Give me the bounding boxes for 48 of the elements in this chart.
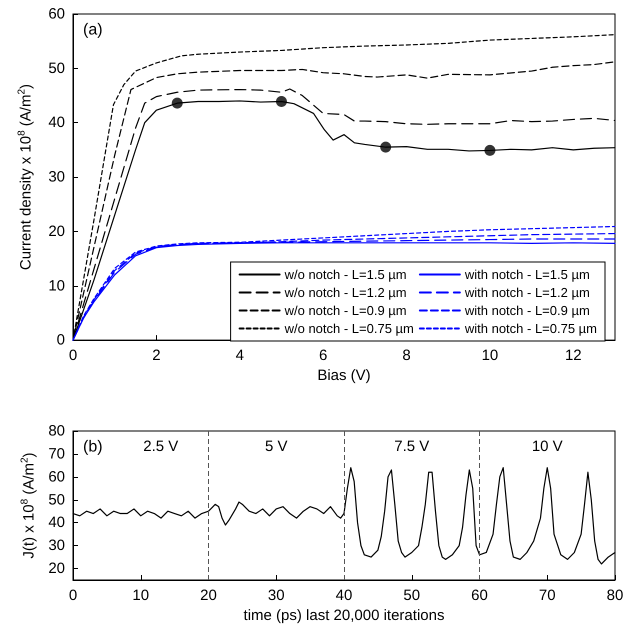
y-tick-label: 40 xyxy=(48,514,65,532)
x-tick-label: 0 xyxy=(68,347,78,364)
legend-label: w/o notch - L=0.75 µm xyxy=(284,321,414,336)
x-tick-label: 60 xyxy=(471,587,488,604)
x-tick-label: 50 xyxy=(403,587,420,604)
y-tick-label: 80 xyxy=(48,422,65,440)
legend-label: w/o notch - L=1.2 µm xyxy=(284,285,407,300)
y-axis-title: Current density x 108 (A/m2) xyxy=(16,84,34,270)
x-tick-label: 80 xyxy=(606,587,624,604)
x-tick-label: 70 xyxy=(538,587,556,604)
y-axis-title: J(t) x 108 (A/m2) xyxy=(20,452,38,559)
x-tick-label: 0 xyxy=(68,587,78,604)
x-tick-label: 6 xyxy=(318,347,328,364)
annotation: (b) xyxy=(83,438,103,456)
x-axis-title: time (ps) last 20,000 iterations xyxy=(244,606,444,624)
annotation: (a) xyxy=(83,22,103,38)
legend-label: with notch - L=0.75 µm xyxy=(464,321,597,336)
x-tick-label: 10 xyxy=(132,587,150,604)
x-tick-label: 40 xyxy=(336,587,352,604)
y-tick-label: 0 xyxy=(56,332,65,349)
y-tick-label: 60 xyxy=(48,6,65,22)
annotation: 2.5 V xyxy=(143,438,178,455)
legend-label: with notch - L=0.9 µm xyxy=(464,303,590,318)
y-tick-label: 20 xyxy=(48,560,65,578)
legend-label: w/o notch - L=0.9 µm xyxy=(284,303,407,318)
x-tick-label: 4 xyxy=(236,347,244,364)
y-tick-label: 50 xyxy=(48,60,65,77)
x-tick-label: 2 xyxy=(152,347,161,364)
y-tick-label: 60 xyxy=(48,468,65,486)
annotation: 10 V xyxy=(532,438,563,455)
x-tick-label: 30 xyxy=(268,587,285,604)
y-tick-label: 10 xyxy=(48,277,65,294)
x-tick-label: 20 xyxy=(200,587,217,604)
y-tick-label: 50 xyxy=(48,491,65,508)
annotation: 5 V xyxy=(264,438,288,455)
y-tick-label: 70 xyxy=(48,445,65,462)
x-tick-label: 12 xyxy=(564,347,582,364)
x-axis-title: Bias (V) xyxy=(317,367,371,384)
y-tick-label: 30 xyxy=(48,537,65,554)
y-tick-label: 20 xyxy=(48,222,65,240)
x-tick-label: 8 xyxy=(402,347,411,364)
annotation: 7.5 V xyxy=(394,438,430,455)
y-tick-label: 30 xyxy=(48,168,65,186)
x-tick-label: 10 xyxy=(482,347,498,364)
y-tick-label: 40 xyxy=(48,114,65,132)
legend-label: w/o notch - L=1.5 µm xyxy=(284,267,407,282)
legend-label: with notch - L=1.2 µm xyxy=(464,285,590,300)
legend-label: with notch - L=1.5 µm xyxy=(464,267,590,282)
